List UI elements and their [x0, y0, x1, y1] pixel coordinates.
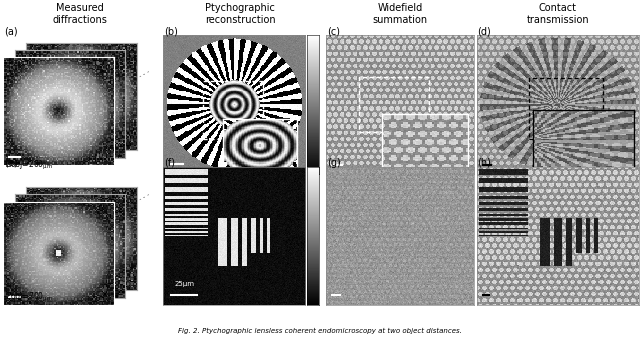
Text: Fig. 2. Ptychographic lensless coherent endomicroscopy at two object distances.: Fig. 2. Ptychographic lensless coherent …: [178, 328, 462, 334]
Text: (d): (d): [477, 26, 491, 36]
Text: Zobj=200$\mathregular{_{\mu m}}$: Zobj=200$\mathregular{_{\mu m}}$: [5, 159, 53, 172]
Text: 25μm: 25μm: [174, 281, 194, 287]
Text: (b): (b): [164, 26, 178, 36]
Text: (c): (c): [327, 26, 340, 36]
Text: Contact
transmission: Contact transmission: [527, 3, 589, 25]
Bar: [529, 78, 603, 139]
Text: Ptychographic
reconstruction: Ptychographic reconstruction: [205, 3, 275, 25]
Text: · · ·: · · ·: [138, 69, 151, 80]
Bar: [359, 77, 429, 132]
Text: (f): (f): [164, 158, 175, 168]
Text: (h): (h): [477, 158, 492, 168]
Text: Zobj=700$\mathregular{_{\mu m}}$: Zobj=700$\mathregular{_{\mu m}}$: [5, 291, 53, 304]
Bar: [203, 81, 262, 139]
Text: (a): (a): [4, 26, 17, 36]
Text: (g): (g): [327, 158, 340, 168]
Text: · · ·: · · ·: [138, 192, 151, 203]
Text: Measured
diffractions: Measured diffractions: [52, 3, 108, 25]
Text: (e): (e): [4, 158, 17, 168]
Text: Widefield
summation: Widefield summation: [372, 3, 428, 25]
